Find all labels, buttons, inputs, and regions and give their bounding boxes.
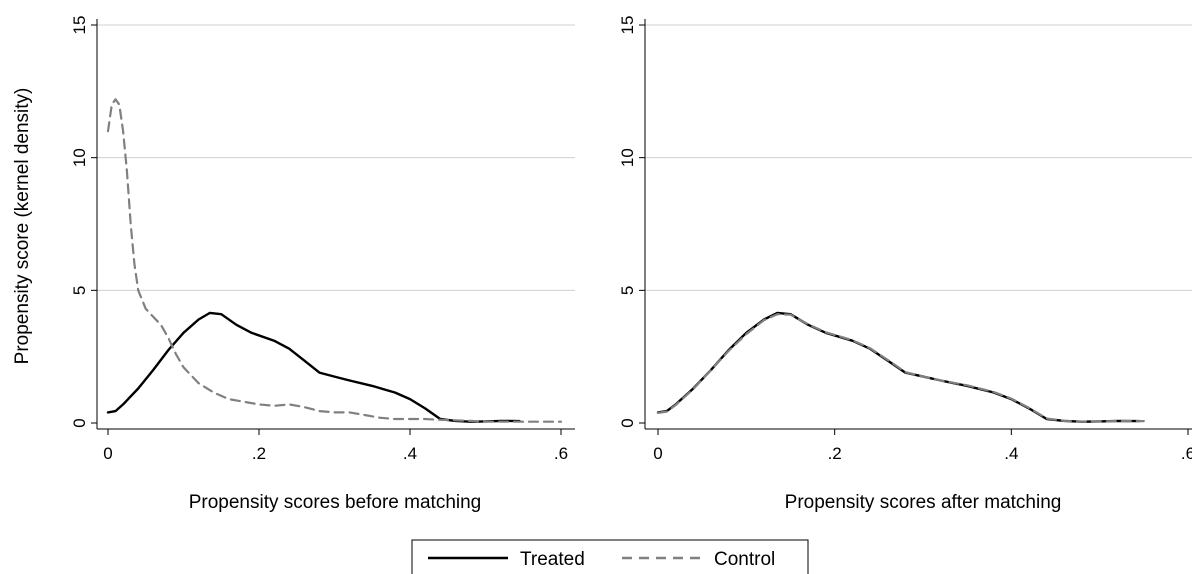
y-tick-label: 15 — [70, 16, 89, 35]
y-tick-label: 10 — [70, 148, 89, 167]
grid-lines — [645, 24, 1192, 291]
series-line-control — [106, 98, 563, 423]
y-tick-label: 15 — [618, 16, 637, 35]
x-tick-label: 0 — [103, 444, 112, 463]
chart-before-matching: 0 5 10 15 0 .2 .4 .6 Propensity scores before m… — [70, 16, 575, 513]
x-axis-title: Propensity scores before matching — [189, 492, 482, 513]
x-tick-label: .2 — [828, 444, 842, 463]
x-tick-label: .2 — [252, 444, 266, 463]
x-tick-label: .4 — [1004, 444, 1018, 463]
grid-lines — [97, 24, 575, 291]
x-tick-label: .4 — [403, 444, 417, 463]
legend-label-control: Control — [714, 549, 775, 570]
y-tick-label: 0 — [618, 418, 637, 427]
chart-after-matching: 0 5 10 15 0 .2 .4 .6 Propensity scores after ma… — [618, 16, 1192, 513]
x-tick-label: .6 — [554, 444, 568, 463]
ticks: 0 5 10 15 0 .2 .4 .6 — [70, 16, 568, 463]
y-tick-label: 5 — [70, 286, 89, 295]
axes — [96, 19, 575, 430]
axes — [644, 19, 1192, 430]
series-line-treated — [106, 311, 521, 423]
legend-label-treated: Treated — [520, 549, 585, 570]
x-axis-title: Propensity scores after matching — [785, 492, 1062, 513]
series-line-control — [656, 313, 1145, 423]
series-lines — [106, 98, 563, 423]
y-axis-title: Propensity score (kernel density) — [12, 88, 33, 365]
y-tick-label: 0 — [70, 418, 89, 427]
series-lines — [656, 311, 1145, 423]
legend: Treated Control — [411, 539, 809, 574]
x-tick-label: 0 — [653, 444, 662, 463]
y-tick-label: 5 — [618, 286, 637, 295]
ticks: 0 5 10 15 0 .2 .4 .6 — [618, 16, 1192, 463]
y-tick-label: 10 — [618, 148, 637, 167]
x-tick-label: .6 — [1181, 444, 1192, 463]
